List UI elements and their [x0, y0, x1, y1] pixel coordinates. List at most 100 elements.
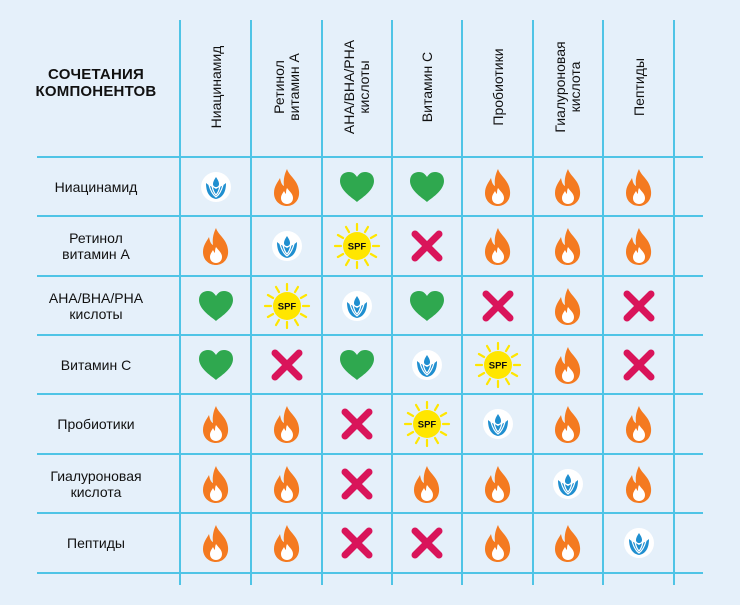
grid-line-horizontal [37, 275, 703, 277]
table-cell [603, 276, 674, 335]
table-cell [462, 216, 533, 276]
grid-line-vertical [461, 20, 463, 585]
row-header: Пептиды [67, 535, 125, 551]
orange-flame-icon [273, 525, 299, 562]
table-cell [603, 454, 674, 513]
table-cell [180, 394, 251, 454]
table-cell [322, 513, 392, 573]
grid-line-horizontal [37, 156, 703, 158]
svg-text:SPF: SPF [348, 242, 367, 253]
orange-flame-icon [202, 525, 228, 562]
table-cell [251, 394, 322, 454]
self-emblem-icon [200, 171, 231, 202]
table-cell [180, 157, 251, 216]
grid-line-vertical [532, 20, 534, 585]
row-header: AHA/BHA/PHA кислоты [48, 289, 144, 322]
svg-text:SPF: SPF [277, 301, 296, 312]
table-cell: SPF [392, 394, 462, 454]
orange-flame-icon [555, 406, 581, 443]
grid-line-horizontal [37, 572, 703, 574]
orange-flame-icon [625, 465, 651, 503]
grid-line-horizontal [37, 334, 703, 336]
grid-line-vertical [321, 20, 323, 585]
red-cross-icon [623, 290, 654, 321]
self-emblem-icon [553, 468, 583, 499]
grid-line-horizontal [37, 215, 703, 217]
table-cell [533, 394, 603, 454]
spf-sun-icon: SPF [403, 400, 451, 448]
self-emblem-icon [623, 528, 654, 558]
table-cell: SPF [462, 335, 533, 394]
table-cell [251, 454, 322, 513]
table-cell [533, 454, 603, 513]
svg-text:SPF: SPF [488, 360, 507, 371]
orange-flame-icon [625, 228, 651, 265]
orange-flame-icon [202, 406, 228, 443]
spf-sun-icon: SPF [333, 222, 381, 270]
orange-flame-icon [273, 465, 299, 503]
grid-line-vertical [391, 20, 393, 585]
table-cell [180, 513, 251, 573]
table-cell [251, 335, 322, 394]
grid-line-horizontal [37, 512, 703, 514]
orange-flame-icon [414, 465, 440, 503]
table-cell [462, 394, 533, 454]
orange-flame-icon [484, 168, 510, 206]
table-cell [322, 335, 392, 394]
table-cell [533, 513, 603, 573]
table-cell [251, 157, 322, 216]
orange-flame-icon [555, 525, 581, 562]
row-header: Пробиотики [57, 416, 135, 432]
table-cell [533, 335, 603, 394]
green-heart-icon [410, 290, 444, 321]
red-cross-icon [341, 527, 373, 559]
orange-flame-icon [273, 168, 299, 206]
table-cell [392, 216, 462, 276]
table-cell [392, 454, 462, 513]
table-cell [322, 394, 392, 454]
orange-flame-icon [555, 287, 581, 325]
green-heart-icon [340, 171, 374, 202]
table-cell [603, 394, 674, 454]
table-cell [462, 454, 533, 513]
red-cross-icon [411, 230, 443, 262]
orange-flame-icon [202, 228, 228, 265]
orange-flame-icon [625, 168, 651, 206]
table-cell [392, 157, 462, 216]
orange-flame-icon [555, 346, 581, 384]
red-cross-icon [271, 349, 302, 380]
red-cross-icon [341, 408, 373, 440]
self-emblem-icon [271, 231, 302, 261]
column-header: AHA/BHA/PHA кислоты [341, 39, 372, 135]
table-cell [251, 216, 322, 276]
column-header: Гиалуроновая кислота [552, 41, 583, 133]
red-cross-icon [411, 527, 443, 559]
row-header: Витамин С [60, 356, 132, 373]
orange-flame-icon [484, 465, 510, 503]
orange-flame-icon [555, 228, 581, 265]
table-cell [603, 513, 674, 573]
table-cell [533, 216, 603, 276]
table-cell [322, 157, 392, 216]
red-cross-icon [341, 468, 373, 499]
table-cell [392, 276, 462, 335]
table-cell [462, 157, 533, 216]
spf-sun-icon: SPF [263, 282, 310, 329]
table-cell [533, 157, 603, 216]
green-heart-icon [198, 349, 233, 380]
table-cell [603, 216, 674, 276]
row-header: Гиалуроновая кислота [50, 467, 142, 500]
table-cell [322, 276, 392, 335]
orange-flame-icon [625, 406, 651, 443]
table-cell [603, 157, 674, 216]
grid-line-vertical [602, 20, 604, 585]
table-cell: SPF [322, 216, 392, 276]
row-header: Ниацинамид [54, 178, 138, 195]
grid-line-vertical [250, 20, 252, 585]
orange-flame-icon [202, 465, 228, 503]
table-cell: SPF [251, 276, 322, 335]
column-header: Пробиотики [489, 48, 505, 126]
green-heart-icon [410, 171, 444, 202]
table-cell [392, 335, 462, 394]
table-title: СОЧЕТАНИЯ КОМПОНЕНТОВ [35, 66, 157, 100]
